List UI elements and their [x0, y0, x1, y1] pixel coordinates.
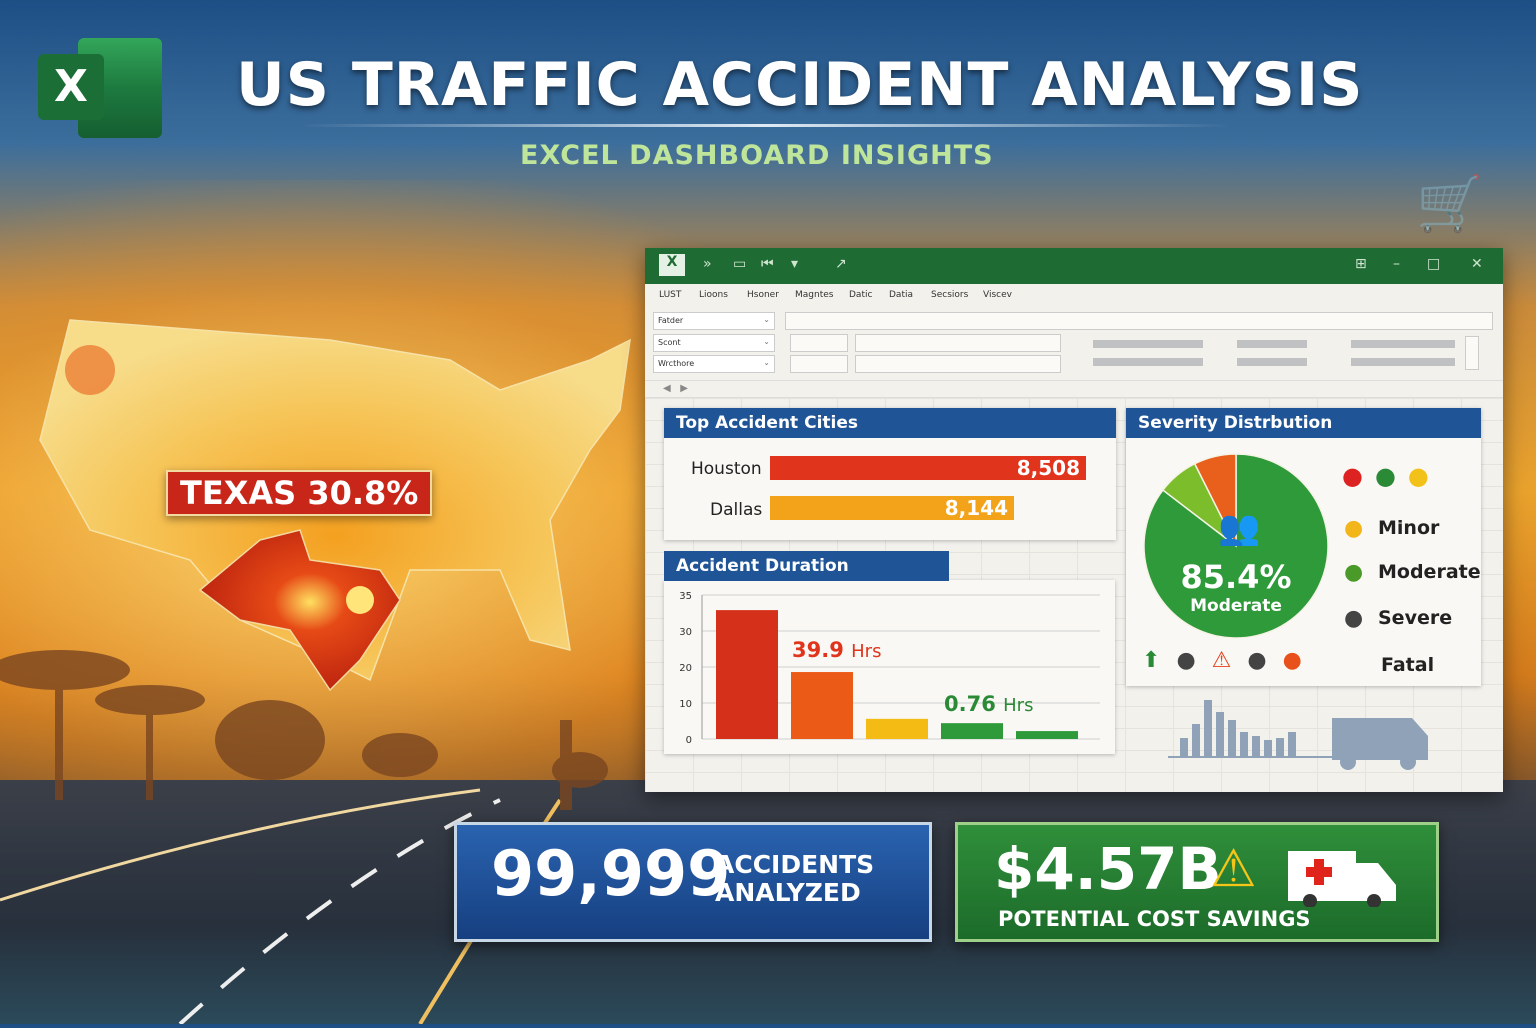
tab-7[interactable]: Secsiors	[931, 290, 969, 300]
severity-pie-chart	[1143, 453, 1329, 639]
ribbon-placeholder	[1093, 358, 1203, 366]
sheet-nav[interactable]: ◀ ▶	[645, 380, 1503, 398]
chevron-down-icon: ⌄	[763, 337, 770, 346]
ribbon-placeholder	[1237, 358, 1307, 366]
savings-value: $4.57B	[994, 835, 1222, 903]
y-tick-label: 30	[679, 627, 692, 638]
tab-8[interactable]: Viscev	[983, 290, 1012, 300]
accidents-value: 99,999	[491, 837, 731, 910]
mask-icon: ●	[1176, 648, 1212, 673]
person-red-icon: ●	[1342, 462, 1375, 490]
ribbon-placeholder	[1237, 340, 1307, 348]
tab-5[interactable]: Datic	[849, 290, 873, 300]
savanna-silhouette	[0, 650, 608, 810]
savings-card: $4.57B ⚠ POTENTIAL COST SAVINGS	[955, 822, 1439, 942]
city-bar: 8,144	[770, 496, 1014, 520]
filter-dropdown-3[interactable]: Wrcthore ⌄	[653, 355, 775, 373]
shopping-cart-icon: 🛒	[1416, 172, 1484, 235]
duration-high-label: 39.9 Hrs	[792, 638, 882, 662]
filter-dropdown-2[interactable]: Scont ⌄	[653, 334, 775, 352]
close-icon[interactable]: ✕	[1471, 256, 1483, 272]
accidents-label: ACCIDENTS ANALYZED	[715, 850, 875, 907]
person-yellow-icon: ●	[1407, 462, 1441, 490]
window-titlebar: X » ▭ ⏮ ▾ ↗ ⊞ – □ ✕	[645, 248, 1503, 284]
maximize-icon[interactable]: □	[1427, 256, 1441, 272]
duration-bar	[941, 723, 1003, 739]
up-arrow-icon: ⬆	[1142, 648, 1177, 673]
truck-skyline-icon	[1168, 700, 1428, 770]
severity-icons-row: ⬆●⚠●●	[1142, 648, 1318, 673]
tab-4[interactable]: Magntes	[795, 290, 834, 300]
fatal-icon: ●	[1282, 648, 1318, 673]
pie-center-label: 85.4% Moderate	[1180, 558, 1292, 616]
ribbon-tabs: LUST Lioons Hsoner Magntes Datic Datia S…	[645, 284, 1503, 308]
warning-icon: ⚠	[1211, 648, 1248, 673]
y-tick-label: 0	[686, 735, 692, 746]
duration-bar	[1016, 731, 1078, 739]
filter-icon[interactable]: ▾	[791, 256, 799, 272]
duration-bar-chart: 0 10 20 30 35	[679, 591, 1100, 746]
savings-label: POTENTIAL COST SAVINGS	[998, 907, 1311, 931]
skip-back-icon[interactable]: ⏮	[761, 256, 774, 272]
ribbon-placeholder	[1093, 340, 1203, 348]
duration-bar	[791, 672, 853, 739]
input-box[interactable]	[790, 334, 848, 352]
title-divider	[300, 124, 1230, 127]
pin-icon[interactable]: ↗	[835, 256, 847, 272]
duration-bar	[866, 718, 928, 739]
minimize-icon[interactable]: –	[1393, 256, 1400, 272]
panel-title: Accident Duration	[664, 551, 949, 581]
panel-title: Top Accident Cities	[664, 408, 1116, 438]
tab-3[interactable]: Hsoner	[747, 290, 779, 300]
pie-slice	[1193, 453, 1237, 547]
layout-icon[interactable]: ⊞	[1355, 256, 1367, 272]
ribbon-placeholder	[1351, 340, 1455, 348]
formula-bar[interactable]	[785, 312, 1493, 330]
tab-2[interactable]: Lioons	[699, 290, 728, 300]
city-name: Houston	[691, 459, 762, 479]
scrollbar[interactable]	[1465, 336, 1479, 370]
ambulance-icon	[1288, 851, 1396, 907]
accidents-card: 99,999 ACCIDENTS ANALYZED	[454, 822, 932, 942]
duration-bar	[716, 610, 778, 739]
y-tick-label: 20	[679, 663, 692, 674]
city-bar: 8,508	[770, 456, 1086, 480]
severe-icon: ●	[1344, 606, 1364, 631]
tab-1[interactable]: LUST	[659, 290, 682, 300]
y-tick-label: 10	[679, 699, 692, 710]
chevron-down-icon: ⌄	[763, 315, 770, 324]
folder-icon[interactable]: ▭	[733, 256, 747, 272]
duration-low-label: 0.76 Hrs	[944, 692, 1034, 716]
mask-icon: ●	[1247, 648, 1283, 673]
legend-moderate: Moderate	[1378, 561, 1481, 583]
input-box[interactable]	[855, 334, 1061, 352]
tab-6[interactable]: Datia	[889, 290, 913, 300]
legend-fatal: Fatal	[1381, 654, 1435, 676]
minor-icon: ●	[1344, 516, 1364, 541]
redo-icon[interactable]: »	[703, 256, 712, 272]
input-box[interactable]	[855, 355, 1061, 373]
city-name: Dallas	[710, 500, 763, 520]
moderate-icon: ●	[1344, 560, 1364, 585]
top-cities-panel: Top Accident Cities Houston 8,508 Dallas…	[664, 408, 1116, 540]
input-box[interactable]	[790, 355, 848, 373]
panel-title: Severity Distrbution	[1126, 408, 1481, 438]
ribbon-placeholder	[1351, 358, 1455, 366]
page-subtitle: EXCEL DASHBOARD INSIGHTS	[520, 140, 994, 171]
warning-icon: ⚠	[1210, 839, 1257, 899]
y-tick-label: 35	[679, 591, 692, 602]
excel-logo: X	[38, 38, 162, 138]
excel-app-icon: X	[659, 254, 685, 276]
texas-callout: TEXAS 30.8%	[166, 470, 433, 516]
chevron-down-icon: ⌄	[763, 358, 770, 367]
person-green-icon: ●	[1374, 462, 1408, 490]
legend-severe: Severe	[1378, 607, 1453, 629]
page-title: US TRAFFIC ACCIDENT ANALYSIS	[236, 50, 1364, 120]
person-icons-row: ●●●	[1342, 462, 1441, 490]
filter-dropdown-1[interactable]: Fatder ⌄	[653, 312, 775, 330]
person-icon: 👥	[1218, 508, 1261, 548]
legend-minor: Minor	[1378, 517, 1440, 539]
